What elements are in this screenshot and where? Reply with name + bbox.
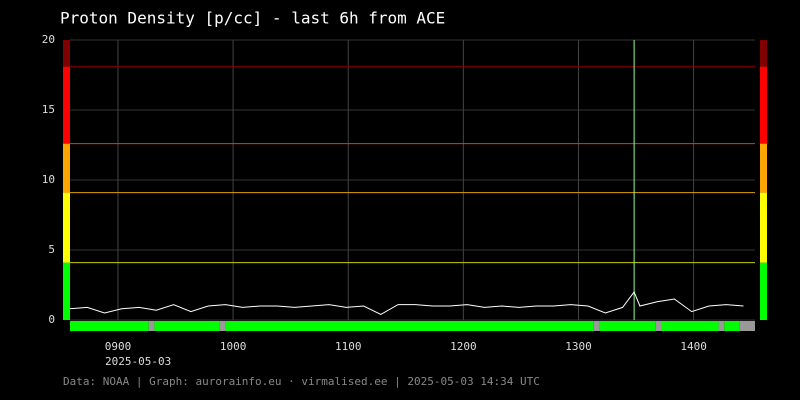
level-band — [760, 66, 767, 144]
status-segment — [660, 321, 719, 331]
level-band — [63, 192, 70, 263]
status-segment — [655, 321, 661, 331]
status-segment — [599, 321, 656, 331]
status-segment — [154, 321, 220, 331]
status-segment — [225, 321, 594, 331]
x-tick-label: 1400 — [680, 340, 707, 353]
x-tick-label: 1100 — [335, 340, 362, 353]
y-tick-label: 0 — [48, 313, 55, 326]
y-tick-label: 20 — [42, 33, 55, 46]
status-segment — [724, 321, 740, 331]
data-line — [69, 290, 744, 315]
level-band — [760, 262, 767, 320]
footer: Data: NOAA | Graph: aurorainfo.eu · virm… — [63, 375, 540, 388]
date-label: 2025-05-03 — [105, 355, 171, 368]
level-band — [63, 262, 70, 320]
y-tick-label: 15 — [42, 103, 55, 116]
x-tick-label: 1000 — [220, 340, 247, 353]
chart-title: Proton Density [p/cc] - last 6h from ACE — [60, 9, 445, 28]
level-band — [760, 192, 767, 263]
x-tick-label: 1200 — [450, 340, 477, 353]
level-band — [63, 66, 70, 144]
status-segment — [593, 321, 600, 331]
x-tick-label: 1300 — [565, 340, 592, 353]
status-segment — [148, 321, 155, 331]
x-tick-label: 0900 — [105, 340, 132, 353]
status-segment — [739, 321, 755, 331]
level-band — [760, 143, 767, 193]
status-segment — [718, 321, 725, 331]
status-segment — [219, 321, 226, 331]
y-tick-label: 10 — [42, 173, 55, 186]
level-band — [63, 143, 70, 193]
level-band — [760, 40, 767, 67]
y-tick-label: 5 — [48, 243, 55, 256]
level-band — [63, 40, 70, 67]
status-segment — [70, 321, 149, 331]
